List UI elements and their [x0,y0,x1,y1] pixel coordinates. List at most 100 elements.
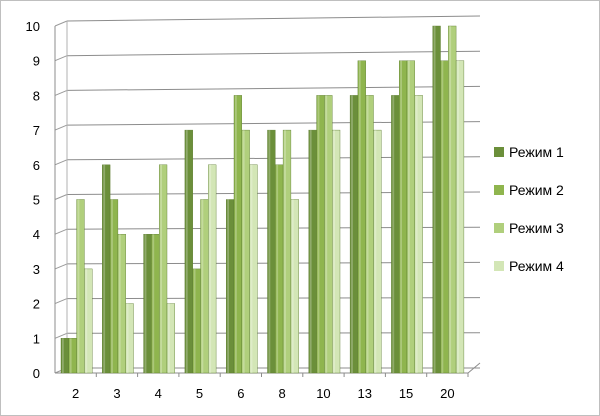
x-tick-labels: 2 3 4 5 6 8 10 13 15 20 [72,386,455,401]
gridline-wall [54,124,68,131]
legend-label: Режим 3 [509,220,564,236]
legend-swatch [494,147,504,157]
bar [184,129,193,374]
bar-highlight [268,130,271,373]
bar [125,303,134,374]
bar [414,95,423,374]
bar-highlight [160,164,162,373]
bar-highlight [325,95,328,374]
bar-highlight [152,234,155,373]
bars [60,25,465,374]
bar-highlight [201,199,204,373]
bar-highlight [392,95,395,374]
bar-highlight [309,130,312,373]
legend-label: Режим 4 [509,258,564,274]
bar-highlight [441,60,444,373]
bar-highlight [85,268,88,373]
bar-highlight [209,164,212,373]
y-tick-label: 4 [33,227,40,242]
bar-highlight [144,234,147,373]
bar-highlight [433,26,436,373]
legend-swatch [494,261,504,271]
bar-highlight [291,199,294,373]
y-tick-label: 6 [33,158,40,173]
y-tick-labels: 0 1 2 3 4 5 6 7 8 9 10 [26,19,40,381]
bar-highlight [374,130,377,373]
legend-label: Режим 1 [509,144,564,160]
bar [208,164,217,374]
x-tick-label: 5 [196,386,203,401]
bar-highlight [366,95,369,374]
y-tick-label: 0 [33,366,40,381]
bar-highlight [77,199,80,373]
gridline [66,50,481,57]
y-tick-label: 1 [33,331,40,346]
bar [158,164,168,374]
gridline-wall [54,332,68,339]
bar [455,60,465,374]
x-tick-label: 20 [440,386,454,401]
y-tick-label: 10 [26,19,40,34]
y-tick-label: 8 [33,88,40,103]
gridline-wall [54,263,68,270]
gridline-wall [54,89,68,96]
bar-highlight [415,95,418,374]
y-tick-label: 7 [33,123,40,138]
floor-edge [467,362,481,374]
bar-highlight [250,164,253,373]
x-tick-label: 10 [316,386,330,401]
legend-label: Режим 2 [509,182,564,198]
gridline-wall [54,298,68,305]
bar-highlight [457,60,459,373]
x-tick-label: 13 [358,386,372,401]
bar-highlight [111,199,113,373]
y-tick-label: 5 [33,193,40,208]
gridline-wall [54,194,68,200]
bar-highlight [449,26,452,373]
x-tick-label: 3 [113,386,120,401]
legend-swatch [494,185,504,195]
gridline [66,15,481,22]
x-tick-label: 6 [237,386,244,401]
x-tick-label: 8 [279,386,286,401]
y-tick-label: 9 [33,54,40,69]
gridline-wall [54,55,68,62]
x-tick-label: 2 [72,386,79,401]
bar-highlight [408,60,410,373]
bar-highlight [284,130,286,373]
bar-highlight [193,268,196,373]
gridline [66,85,481,91]
gridline-wall [54,20,68,27]
x-tick-label: 4 [155,386,162,401]
bar [290,199,299,374]
bar [332,129,341,374]
bar-highlight [242,130,245,373]
bar-highlight [333,130,335,373]
bar [373,129,382,374]
legend: Режим 1 Режим 2 Режим 3 Режим 4 [494,144,564,274]
bar-highlight [62,338,64,373]
bar-highlight [227,199,229,373]
bar-highlight [351,95,353,374]
bar-highlight [317,95,320,374]
y-tick-label: 3 [33,262,40,277]
bar [84,268,93,374]
bar-highlight [126,303,129,373]
bar-highlight [103,164,106,373]
x-tick-label: 15 [399,386,413,401]
bar-highlight [276,164,279,373]
y-tick-label: 2 [33,297,40,312]
gridline-wall [54,159,68,166]
bar [166,303,176,374]
bar [249,164,258,374]
bar-highlight [118,234,121,373]
bar-highlight [400,60,402,373]
bar-highlight [69,338,72,373]
bar-highlight [168,303,170,373]
gridline-wall [54,228,68,235]
bar-highlight [235,95,237,374]
bar-highlight [185,130,188,373]
legend-swatch [494,223,504,233]
